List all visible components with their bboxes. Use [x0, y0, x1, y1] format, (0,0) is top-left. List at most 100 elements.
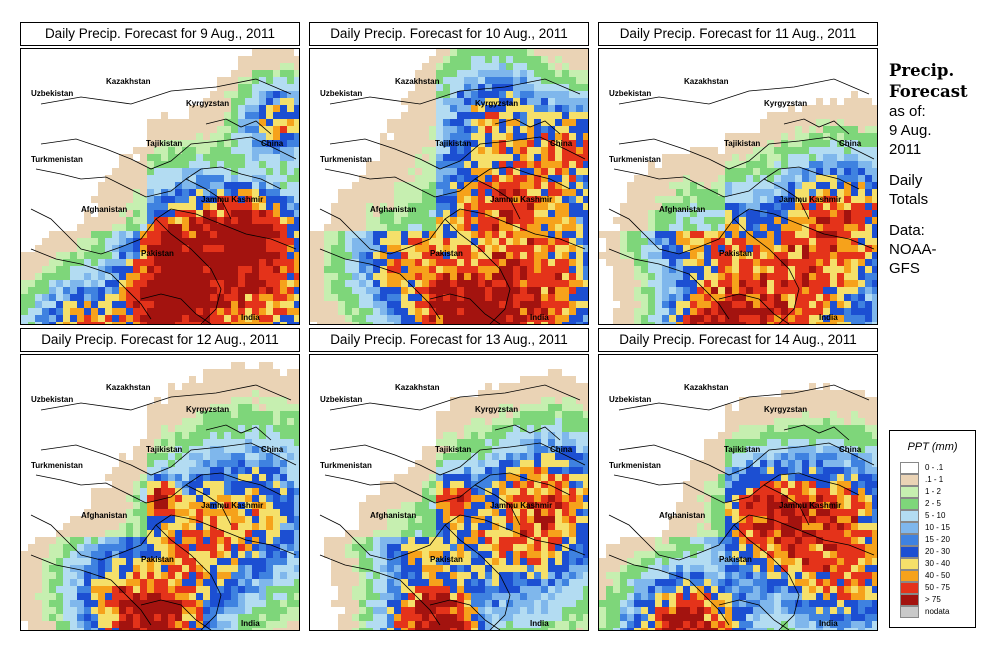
precip-cell: [196, 105, 203, 112]
precip-cell: [63, 252, 70, 259]
precip-cell: [245, 238, 252, 245]
precip-cell: [324, 245, 331, 252]
precip-cell: [273, 432, 280, 439]
precip-cell: [541, 266, 548, 273]
precip-cell: [704, 315, 711, 322]
precip-cell: [401, 245, 408, 252]
precip-cell: [506, 266, 513, 273]
precip-cell: [767, 287, 774, 294]
precip-cell: [70, 301, 77, 308]
precip-cell: [690, 259, 697, 266]
precip-cell: [555, 238, 562, 245]
precip-cell: [443, 224, 450, 231]
precip-cell: [394, 147, 401, 154]
precip-cell: [541, 287, 548, 294]
precip-cell: [802, 196, 809, 203]
precip-cell: [238, 266, 245, 273]
precip-cell: [35, 252, 42, 259]
precip-cell: [203, 210, 210, 217]
precip-cell: [21, 558, 28, 565]
precip-cell: [345, 231, 352, 238]
precip-cell: [394, 231, 401, 238]
precip-cell: [478, 245, 485, 252]
precip-cell: [98, 287, 105, 294]
precip-cell: [203, 453, 210, 460]
precip-cell: [788, 105, 795, 112]
precip-cell: [823, 273, 830, 280]
precip-cell: [49, 607, 56, 614]
precip-cell: [133, 558, 140, 565]
precip-cell: [548, 411, 555, 418]
precip-cell: [70, 579, 77, 586]
precip-cell: [294, 301, 299, 308]
precip-cell: [70, 537, 77, 544]
precip-cell: [273, 614, 280, 621]
precip-cell: [175, 621, 182, 628]
precip-cell: [147, 425, 154, 432]
precip-cell: [394, 245, 401, 252]
precip-cell: [112, 287, 119, 294]
precip-cell: [690, 301, 697, 308]
precip-cell: [627, 315, 634, 322]
precip-cell: [795, 119, 802, 126]
precip-cell: [217, 586, 224, 593]
precip-cell: [788, 238, 795, 245]
precip-cell: [217, 133, 224, 140]
precip-cell: [802, 259, 809, 266]
border-line: [329, 78, 581, 105]
precip-cell: [534, 245, 541, 252]
precip-cell: [245, 509, 252, 516]
precip-cell: [294, 488, 299, 495]
precip-cell: [310, 308, 317, 315]
precip-cell: [443, 126, 450, 133]
precip-cell: [252, 495, 259, 502]
precip-cell: [140, 488, 147, 495]
precip-cell: [760, 168, 767, 175]
precip-cell: [662, 231, 669, 238]
precip-cell: [273, 252, 280, 259]
precip-cell: [450, 147, 457, 154]
precip-cell: [245, 84, 252, 91]
precip-cell: [767, 189, 774, 196]
map-label-turkmenistan: Turkmenistan: [609, 155, 661, 164]
precip-cell: [464, 308, 471, 315]
precip-cell: [548, 294, 555, 301]
precip-cell: [676, 266, 683, 273]
precip-cell: [415, 140, 422, 147]
precip-cell: [224, 467, 231, 474]
precip-cell: [273, 467, 280, 474]
precip-cell: [795, 203, 802, 210]
precip-cell: [485, 77, 492, 84]
precip-cell: [310, 273, 317, 280]
precip-cell: [569, 266, 576, 273]
precip-cell: [259, 565, 266, 572]
precip-cell: [217, 439, 224, 446]
precip-cell: [203, 495, 210, 502]
precip-cell: [182, 280, 189, 287]
precip-cell: [63, 273, 70, 280]
precip-cell: [119, 460, 126, 467]
precip-cell: [49, 586, 56, 593]
precip-cell: [809, 196, 816, 203]
precip-cell: [816, 273, 823, 280]
precip-cell: [238, 418, 245, 425]
precip-cell: [252, 544, 259, 551]
precip-cell: [266, 586, 273, 593]
precip-cell: [534, 98, 541, 105]
precip-cell: [266, 154, 273, 161]
precip-cell: [231, 161, 238, 168]
precip-cell: [294, 551, 299, 558]
precip-cell: [408, 147, 415, 154]
precip-cell: [252, 266, 259, 273]
precip-cell: [294, 593, 299, 600]
precip-cell: [98, 217, 105, 224]
precip-cell: [858, 168, 865, 175]
precip-cell: [583, 238, 588, 245]
precip-cell: [851, 98, 858, 105]
precip-cell: [366, 231, 373, 238]
precip-cell: [506, 322, 513, 324]
precip-cell: [844, 105, 851, 112]
precip-cell: [196, 481, 203, 488]
precip-cell: [767, 175, 774, 182]
precip-cell: [147, 495, 154, 502]
